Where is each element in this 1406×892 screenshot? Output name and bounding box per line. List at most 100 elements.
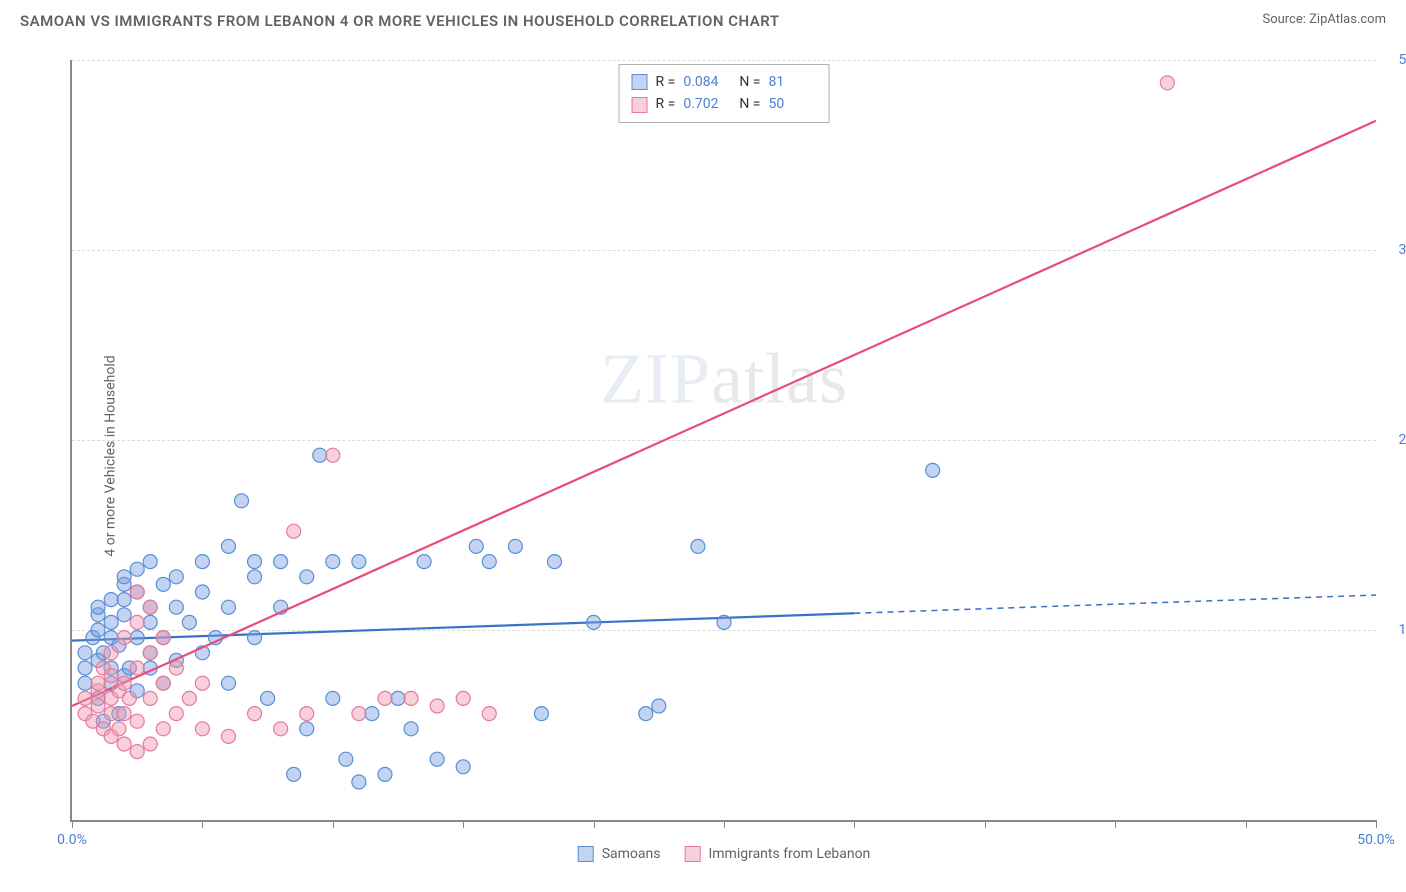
data-point bbox=[287, 767, 301, 781]
data-point bbox=[117, 593, 131, 607]
data-point bbox=[143, 615, 157, 629]
legend-swatch-samoans bbox=[578, 846, 594, 862]
y-tick-label: 50.0% bbox=[1398, 52, 1406, 68]
data-point bbox=[274, 722, 288, 736]
data-point bbox=[248, 570, 262, 584]
data-point bbox=[156, 631, 170, 645]
data-point bbox=[456, 691, 470, 705]
data-point bbox=[130, 562, 144, 576]
data-point bbox=[547, 555, 561, 569]
data-point bbox=[156, 722, 170, 736]
data-point bbox=[482, 555, 496, 569]
data-point bbox=[430, 699, 444, 713]
data-point bbox=[195, 722, 209, 736]
stats-row-lebanon: R = 0.702 N = 50 bbox=[632, 93, 817, 115]
data-point bbox=[112, 722, 126, 736]
source-link[interactable]: ZipAtlas.com bbox=[1309, 12, 1386, 27]
data-point bbox=[195, 555, 209, 569]
data-point bbox=[300, 722, 314, 736]
data-point bbox=[169, 600, 183, 614]
y-tick-label: 25.0% bbox=[1398, 432, 1406, 448]
data-point bbox=[339, 752, 353, 766]
data-point bbox=[130, 714, 144, 728]
legend-item-samoans: Samoans bbox=[578, 846, 661, 862]
data-point bbox=[352, 775, 366, 789]
chart-title: SAMOAN VS IMMIGRANTS FROM LEBANON 4 OR M… bbox=[20, 12, 780, 30]
r-value-samoans: 0.084 bbox=[683, 71, 731, 93]
data-point bbox=[195, 585, 209, 599]
data-point bbox=[117, 631, 131, 645]
data-point bbox=[300, 570, 314, 584]
data-point bbox=[143, 691, 157, 705]
data-point bbox=[78, 676, 92, 690]
data-point bbox=[352, 707, 366, 721]
data-point bbox=[78, 661, 92, 675]
data-point bbox=[1160, 76, 1174, 90]
data-point bbox=[117, 737, 131, 751]
data-point bbox=[456, 760, 470, 774]
n-value-lebanon: 50 bbox=[768, 93, 816, 115]
x-tick-label: 0.0% bbox=[57, 832, 87, 848]
data-point bbox=[378, 691, 392, 705]
data-point bbox=[926, 463, 940, 477]
data-point bbox=[156, 577, 170, 591]
data-point bbox=[482, 707, 496, 721]
data-point bbox=[378, 767, 392, 781]
data-point bbox=[91, 676, 105, 690]
data-point bbox=[326, 691, 340, 705]
data-point bbox=[195, 676, 209, 690]
x-tick-label: 50.0% bbox=[1357, 832, 1395, 848]
data-point bbox=[534, 707, 548, 721]
data-point bbox=[117, 707, 131, 721]
data-point bbox=[91, 699, 105, 713]
data-point bbox=[430, 752, 444, 766]
n-label: N = bbox=[739, 71, 760, 93]
data-point bbox=[117, 676, 131, 690]
data-point bbox=[248, 707, 262, 721]
data-point bbox=[169, 707, 183, 721]
data-point bbox=[130, 585, 144, 599]
data-point bbox=[326, 448, 340, 462]
data-point bbox=[143, 737, 157, 751]
data-point bbox=[104, 646, 118, 660]
data-point bbox=[221, 539, 235, 553]
data-point bbox=[78, 691, 92, 705]
data-point bbox=[104, 669, 118, 683]
data-point bbox=[639, 707, 653, 721]
legend-label-samoans: Samoans bbox=[602, 846, 661, 862]
data-point bbox=[156, 676, 170, 690]
legend-swatch-lebanon bbox=[684, 846, 700, 862]
r-label: R = bbox=[656, 71, 676, 93]
data-point bbox=[143, 555, 157, 569]
data-point bbox=[352, 555, 366, 569]
source-prefix: Source: bbox=[1262, 12, 1309, 27]
y-tick-label: 37.5% bbox=[1398, 242, 1406, 258]
data-point bbox=[313, 448, 327, 462]
legend-item-lebanon: Immigrants from Lebanon bbox=[684, 846, 870, 862]
chart-container: 4 or more Vehicles in Household ZIPatlas… bbox=[20, 40, 1386, 872]
source-attribution: Source: ZipAtlas.com bbox=[1262, 12, 1386, 27]
n-label: N = bbox=[739, 93, 760, 115]
data-point bbox=[587, 615, 601, 629]
data-point bbox=[130, 661, 144, 675]
data-point bbox=[235, 494, 249, 508]
data-point bbox=[91, 600, 105, 614]
swatch-samoans bbox=[632, 74, 648, 90]
data-point bbox=[169, 661, 183, 675]
y-tick-label: 12.5% bbox=[1398, 622, 1406, 638]
data-point bbox=[248, 631, 262, 645]
data-point bbox=[130, 745, 144, 759]
data-point bbox=[130, 631, 144, 645]
data-point bbox=[130, 615, 144, 629]
data-point bbox=[261, 691, 275, 705]
swatch-lebanon bbox=[632, 97, 648, 113]
data-point bbox=[117, 570, 131, 584]
r-value-lebanon: 0.702 bbox=[683, 93, 731, 115]
r-label: R = bbox=[656, 93, 676, 115]
data-point bbox=[182, 691, 196, 705]
plot-area: ZIPatlas 12.5%25.0%37.5%50.0% 0.0%50.0% … bbox=[70, 60, 1376, 822]
data-point bbox=[221, 600, 235, 614]
data-point bbox=[508, 539, 522, 553]
data-point bbox=[391, 691, 405, 705]
data-point bbox=[91, 623, 105, 637]
